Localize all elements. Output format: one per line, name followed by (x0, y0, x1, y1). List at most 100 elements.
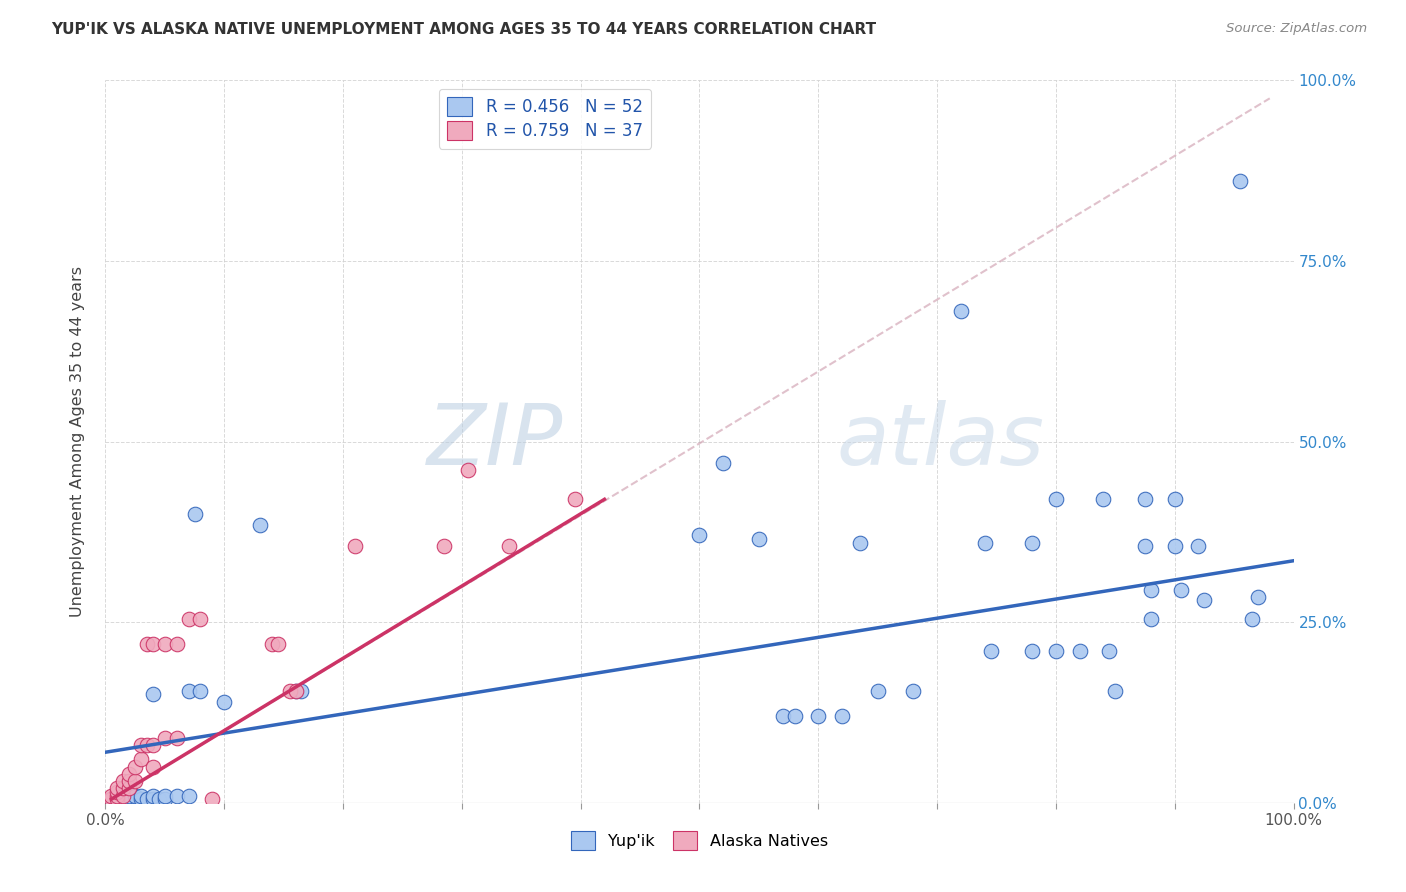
Point (711, 456, 734, 470)
Point (903, 683, 925, 698)
Point (105, 792, 128, 806)
Point (142, 792, 165, 806)
Point (457, 463, 479, 477)
Point (1187, 539, 1209, 553)
Point (260, 637, 283, 651)
Point (748, 532, 770, 546)
Point (290, 683, 312, 698)
Point (1229, 174, 1251, 188)
Point (100, 789, 122, 803)
Point (278, 683, 301, 698)
Point (118, 792, 141, 806)
Point (100, 792, 122, 806)
Point (1104, 683, 1126, 698)
Point (201, 792, 224, 806)
Point (267, 637, 290, 651)
Point (343, 539, 366, 553)
Point (831, 709, 853, 723)
Point (105, 789, 128, 803)
Text: ZIP: ZIP (426, 400, 562, 483)
Point (498, 539, 520, 553)
Point (214, 695, 236, 709)
Point (136, 637, 159, 651)
Point (783, 709, 806, 723)
Point (1140, 582, 1163, 597)
Point (1240, 611, 1263, 625)
Point (112, 781, 135, 796)
Point (564, 492, 586, 507)
Point (142, 637, 165, 651)
Point (129, 752, 152, 766)
Point (153, 731, 176, 745)
Point (190, 611, 212, 625)
Point (1098, 644, 1121, 658)
Point (284, 683, 307, 698)
Point (166, 637, 188, 651)
Point (980, 644, 1002, 658)
Point (807, 709, 830, 723)
Point (148, 792, 170, 806)
Legend: Yup'ik, Alaska Natives: Yup'ik, Alaska Natives (564, 825, 835, 856)
Text: YUP'IK VS ALASKA NATIVE UNEMPLOYMENT AMONG AGES 35 TO 44 YEARS CORRELATION CHART: YUP'IK VS ALASKA NATIVE UNEMPLOYMENT AMO… (51, 22, 876, 37)
Point (1069, 644, 1091, 658)
Point (177, 683, 200, 698)
Point (689, 528, 711, 542)
Point (166, 789, 188, 803)
Point (112, 789, 135, 803)
Text: Source: ZipAtlas.com: Source: ZipAtlas.com (1226, 22, 1367, 36)
Point (100, 792, 122, 806)
Point (1164, 539, 1187, 553)
Point (153, 789, 176, 803)
Point (433, 539, 456, 553)
Point (124, 789, 146, 803)
Point (1164, 492, 1187, 507)
Point (249, 517, 271, 532)
Point (284, 683, 307, 698)
Point (1045, 644, 1067, 658)
Point (1170, 582, 1192, 597)
Point (136, 738, 159, 752)
Point (129, 738, 152, 752)
Point (973, 535, 995, 549)
Point (866, 683, 889, 698)
Point (105, 792, 128, 806)
Point (153, 637, 176, 651)
Point (190, 683, 212, 698)
Point (118, 774, 141, 789)
Point (124, 760, 146, 774)
Point (136, 792, 159, 806)
Point (112, 792, 135, 806)
Point (142, 738, 165, 752)
Point (142, 687, 165, 701)
Text: atlas: atlas (837, 400, 1045, 483)
Point (118, 789, 141, 803)
Point (118, 767, 141, 781)
Point (183, 507, 205, 521)
Point (105, 785, 128, 799)
Point (1021, 535, 1043, 549)
Point (1247, 590, 1270, 604)
Y-axis label: Unemployment Among Ages 35 to 44 years: Unemployment Among Ages 35 to 44 years (70, 266, 84, 617)
Point (1194, 593, 1216, 607)
Point (129, 792, 152, 806)
Point (1021, 644, 1043, 658)
Point (1133, 492, 1156, 507)
Point (1045, 492, 1067, 507)
Point (1092, 492, 1115, 507)
Point (772, 709, 794, 723)
Point (1133, 539, 1156, 553)
Point (118, 781, 141, 796)
Point (949, 304, 972, 318)
Point (177, 789, 200, 803)
Point (177, 611, 200, 625)
Point (166, 731, 188, 745)
Point (105, 781, 128, 796)
Point (1140, 611, 1163, 625)
Point (849, 535, 872, 549)
Point (129, 789, 152, 803)
Point (142, 789, 165, 803)
Point (153, 792, 176, 806)
Point (105, 789, 128, 803)
Point (124, 774, 146, 789)
Point (142, 760, 165, 774)
